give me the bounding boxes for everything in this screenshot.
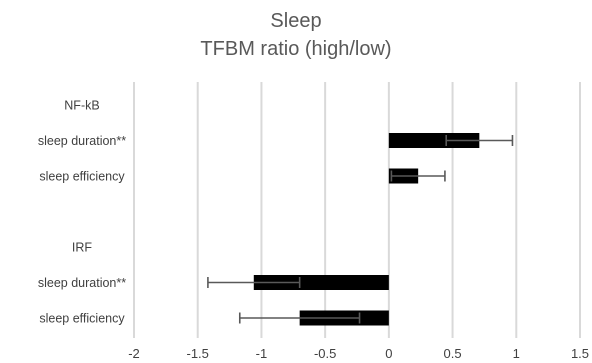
x-tick-label: -1.5 xyxy=(187,346,209,361)
x-tick-label: 0.5 xyxy=(444,346,462,361)
error-bar xyxy=(207,277,301,288)
grid-lines xyxy=(133,82,581,338)
x-tick-label: 1 xyxy=(513,346,520,361)
category-label: IRF xyxy=(72,241,93,255)
category-labels: NF-kB sleep duration** sleep efficiency IRF… xyxy=(38,99,126,326)
category-label: sleep efficiency xyxy=(39,312,125,326)
category-label: sleep duration** xyxy=(38,276,126,290)
x-tick-label: -2 xyxy=(128,346,140,361)
bar xyxy=(388,133,480,148)
bar xyxy=(253,275,389,290)
x-tick-label: -0.5 xyxy=(314,346,336,361)
x-tick-label: 0 xyxy=(385,346,392,361)
chart-subtitle: TFBM ratio (high/low) xyxy=(200,38,391,60)
chart-title: Sleep xyxy=(270,10,321,32)
error-bar xyxy=(238,312,361,324)
x-axis-tick-labels: -2 -1.5 -1 -0.5 0 0.5 1 1.5 xyxy=(128,346,589,361)
x-tick-label: -1 xyxy=(256,346,268,361)
bars xyxy=(253,133,480,326)
x-tick-label: 1.5 xyxy=(571,346,589,361)
category-label: sleep efficiency xyxy=(39,170,125,184)
error-bars xyxy=(207,135,514,324)
category-label: NF-kB xyxy=(64,99,99,113)
error-bar xyxy=(445,135,514,146)
category-label: sleep duration** xyxy=(38,134,126,148)
error-bar xyxy=(390,170,446,182)
